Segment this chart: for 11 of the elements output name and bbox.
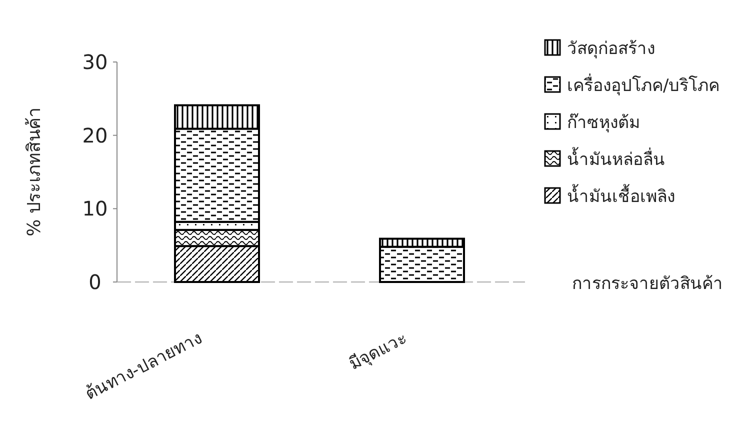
y-axis-title: % ประเภทสินค้า (24, 108, 45, 236)
y-tick-label: 0 (88, 270, 102, 294)
legend-label: วัสดุก่อสร้าง (567, 39, 655, 59)
x-axis-title: การกระจายตัวสินค้า (572, 274, 723, 294)
y-tick-label: 30 (82, 50, 108, 74)
legend-label: น้ำมันหล่อลื่น (567, 147, 665, 170)
y-tick-label: 20 (82, 123, 108, 148)
legend-label: น้ำมันเชื้อเพลิง (567, 184, 675, 207)
legend-label: เครื่องอุปโภค/บริโภค (567, 73, 720, 96)
legend-label: ก๊าซหุงต้ม (567, 113, 640, 133)
y-tick-label: 10 (82, 196, 108, 221)
